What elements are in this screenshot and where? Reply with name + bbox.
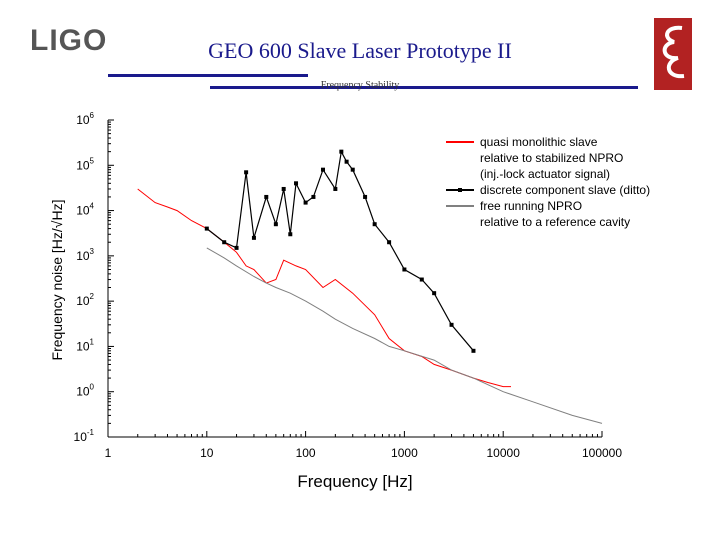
y-tick-exponent: 3 [90, 247, 95, 256]
data-point [372, 222, 377, 227]
series-line-0 [137, 188, 511, 388]
data-point [273, 222, 278, 227]
data-point [294, 181, 299, 186]
data-point [320, 167, 325, 172]
y-tick-label: 102 [76, 292, 94, 308]
plot-frame [107, 120, 602, 438]
data-point [244, 170, 249, 175]
y-tick-label: 104 [76, 202, 94, 218]
series-line-1 [206, 149, 474, 352]
ligo-logo: LIGO [30, 24, 108, 57]
y-tick-exponent: 1 [90, 337, 95, 346]
data-point [264, 194, 269, 199]
y-tick-label: 105 [76, 156, 94, 172]
data-point [339, 149, 344, 154]
data-point [311, 194, 316, 199]
y-tick-exponent: 5 [90, 156, 95, 165]
data-point [281, 186, 286, 191]
data-point [251, 235, 256, 240]
x-tick-label: 1000 [391, 446, 418, 460]
geo-logo-icon [654, 18, 692, 90]
legend-label: relative to a reference cavity [480, 215, 630, 229]
x-tick-label: 100000 [582, 446, 622, 460]
legend: quasi monolithic slave relative to stabil… [446, 135, 650, 229]
legend-label: relative to stabilized NPRO [480, 151, 623, 165]
y-tick-label: 10-1 [74, 428, 95, 444]
data-point [222, 240, 227, 245]
y-tick-label: 106 [76, 111, 94, 127]
x-tick-label: 100 [296, 446, 316, 460]
series-line-2 [206, 247, 603, 424]
data-point [419, 277, 424, 282]
legend-label: free running NPRO [480, 199, 582, 213]
y-tick-label: 100 [76, 383, 94, 399]
slide-title: GEO 600 Slave Laser Prototype II [208, 38, 512, 63]
y-tick-label: 101 [76, 337, 94, 353]
y-axis-label: Frequency noise [Hz/√Hz] [49, 200, 65, 361]
legend-label: (inj.-lock actuator signal) [480, 167, 610, 181]
data-point [234, 245, 239, 250]
legend-marker [458, 188, 462, 192]
axis-labels: Frequency [Hz] Frequency noise [Hz/√Hz] [49, 200, 413, 491]
y-tick-exponent: 6 [90, 111, 95, 120]
title-underline-bar [108, 74, 308, 77]
slide-subtitle: Frequency Stability [320, 80, 400, 91]
y-tick-exponent: -1 [87, 428, 95, 437]
data-point [204, 226, 209, 231]
x-tick-label: 10000 [487, 446, 521, 460]
data-point [288, 232, 293, 237]
title-underline-bar-2 [210, 86, 638, 89]
data-point [449, 322, 454, 327]
y-tick-exponent: 0 [90, 383, 95, 392]
x-tick-label: 1 [105, 446, 112, 460]
legend-label: discrete component slave (ditto) [480, 183, 650, 197]
data-point [303, 200, 308, 205]
data-point [402, 267, 407, 272]
data-point [432, 291, 437, 296]
data-point [471, 348, 476, 353]
y-tick-label: 103 [76, 247, 94, 263]
legend-label: quasi monolithic slave [480, 135, 598, 149]
y-tick-exponent: 2 [90, 292, 95, 301]
data-point [363, 194, 368, 199]
data-point [387, 240, 392, 245]
data-point [350, 167, 355, 172]
data-point [344, 159, 349, 164]
series-layer [137, 149, 603, 424]
data-point [333, 186, 338, 191]
y-tick-exponent: 4 [90, 202, 95, 211]
x-tick-label: 10 [200, 446, 214, 460]
x-axis-label: Frequency [Hz] [297, 472, 412, 491]
